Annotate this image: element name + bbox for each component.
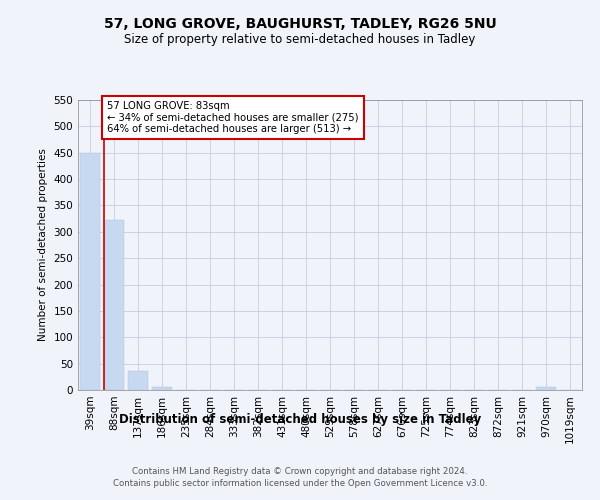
Bar [128, 371, 148, 390]
Text: Contains public sector information licensed under the Open Government Licence v3: Contains public sector information licen… [113, 479, 487, 488]
Bar [536, 388, 556, 390]
Bar [152, 388, 172, 390]
Text: Contains HM Land Registry data © Crown copyright and database right 2024.: Contains HM Land Registry data © Crown c… [132, 468, 468, 476]
Bar [80, 154, 100, 390]
Text: Size of property relative to semi-detached houses in Tadley: Size of property relative to semi-detach… [124, 32, 476, 46]
Y-axis label: Number of semi-detached properties: Number of semi-detached properties [38, 148, 48, 342]
Bar [104, 220, 124, 390]
Text: 57 LONG GROVE: 83sqm
← 34% of semi-detached houses are smaller (275)
64% of semi: 57 LONG GROVE: 83sqm ← 34% of semi-detac… [107, 101, 359, 134]
Text: 57, LONG GROVE, BAUGHURST, TADLEY, RG26 5NU: 57, LONG GROVE, BAUGHURST, TADLEY, RG26 … [104, 18, 496, 32]
Text: Distribution of semi-detached houses by size in Tadley: Distribution of semi-detached houses by … [119, 412, 481, 426]
